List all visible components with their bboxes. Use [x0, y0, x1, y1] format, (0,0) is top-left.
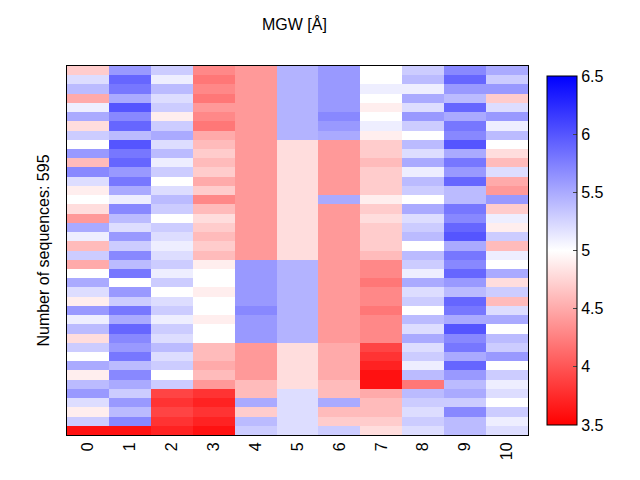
svg-text:6.5: 6.5	[581, 68, 603, 85]
svg-text:8: 8	[414, 442, 431, 451]
svg-text:6: 6	[581, 126, 590, 143]
svg-text:1: 1	[121, 442, 138, 451]
svg-text:6: 6	[331, 442, 348, 451]
svg-text:7: 7	[373, 442, 390, 451]
svg-text:MGW [Å]: MGW [Å]	[262, 15, 327, 33]
svg-text:2: 2	[163, 442, 180, 451]
svg-text:3.5: 3.5	[581, 417, 603, 434]
svg-text:4: 4	[247, 442, 264, 451]
svg-text:5.5: 5.5	[581, 184, 603, 201]
svg-text:Number of sequences: 595: Number of sequences: 595	[35, 154, 52, 346]
svg-text:4: 4	[581, 358, 590, 375]
svg-text:4.5: 4.5	[581, 300, 603, 317]
svg-text:3: 3	[205, 442, 222, 451]
svg-text:5: 5	[289, 442, 306, 451]
svg-text:5: 5	[581, 242, 590, 259]
svg-text:10: 10	[498, 442, 515, 460]
svg-text:0: 0	[79, 442, 96, 451]
svg-text:9: 9	[456, 442, 473, 451]
